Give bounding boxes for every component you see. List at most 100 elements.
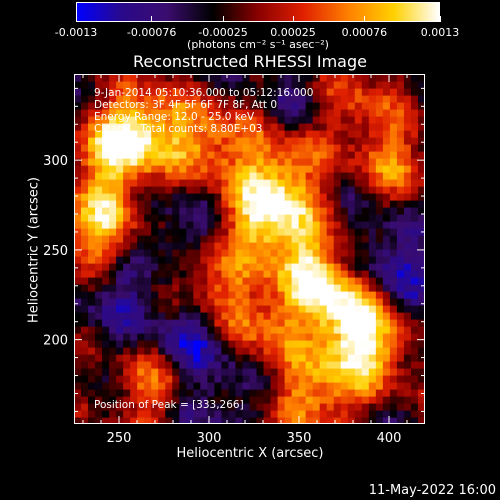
heatmap-cell (333, 305, 342, 313)
heatmap-cell (242, 74, 251, 82)
heatmap-cell (277, 179, 286, 187)
heatmap-cell (88, 277, 96, 285)
heatmap-cell (81, 137, 89, 145)
heatmap-cell (319, 319, 328, 327)
heatmap-cell (298, 361, 307, 369)
heatmap-cell (207, 172, 215, 180)
heatmap-cell (263, 319, 272, 327)
heatmap-cell (256, 305, 265, 313)
heatmap-cell (319, 158, 328, 166)
heatmap-cell (382, 270, 391, 278)
heatmap-cell (389, 354, 398, 362)
heatmap-cell (165, 144, 173, 152)
heatmap-cell (116, 109, 124, 117)
heatmap-cell (235, 382, 244, 390)
heatmap-cell (410, 221, 419, 229)
heatmap-cell (193, 242, 201, 250)
heatmap-cell (109, 368, 117, 376)
heatmap-cell (151, 242, 159, 250)
heatmap-cell (284, 270, 293, 278)
heatmap-cell (235, 305, 244, 313)
heatmap-cell (284, 403, 293, 411)
heatmap-cell (130, 403, 138, 411)
heatmap-cell (200, 88, 208, 96)
heatmap-cell (291, 354, 300, 362)
heatmap-cell (389, 200, 398, 208)
heatmap-cell (389, 249, 398, 257)
heatmap-cell (109, 179, 117, 187)
heatmap-cell (109, 396, 117, 404)
heatmap-cell (291, 109, 300, 117)
heatmap-cell (298, 235, 307, 243)
heatmap-cell (179, 228, 187, 236)
heatmap-cell (396, 256, 405, 264)
heatmap-cell (88, 396, 96, 404)
heatmap-cell (123, 81, 131, 89)
heatmap-cell (291, 130, 300, 138)
heatmap-cell (144, 340, 152, 348)
heatmap-cell (200, 242, 208, 250)
heatmap-cell (389, 382, 398, 390)
heatmap-cell (270, 389, 279, 397)
heatmap-cell (305, 375, 314, 383)
heatmap-cell (312, 74, 321, 82)
heatmap-cell (417, 144, 425, 152)
heatmap-cell (277, 347, 286, 355)
heatmap-cell (270, 235, 279, 243)
heatmap-cell (137, 109, 145, 117)
heatmap-cell (396, 305, 405, 313)
heatmap-cell (326, 144, 335, 152)
heatmap-cell (207, 277, 215, 285)
heatmap-cell (368, 200, 377, 208)
heatmap-cell (270, 130, 279, 138)
heatmap-cell (74, 256, 82, 264)
colorbar-tick-label: 0.00025 (270, 26, 316, 39)
heatmap-cell (382, 368, 391, 376)
heatmap-cell (312, 95, 321, 103)
heatmap-cell (375, 354, 384, 362)
heatmap-cell (361, 368, 370, 376)
heatmap-cell (74, 403, 82, 411)
heatmap-cell (263, 235, 272, 243)
heatmap-cell (347, 81, 356, 89)
heatmap-cell (158, 256, 166, 264)
heatmap-cell (207, 130, 215, 138)
heatmap-cell (123, 151, 131, 159)
heatmap-cell (312, 186, 321, 194)
heatmap-cell (109, 340, 117, 348)
heatmap-cell (130, 361, 138, 369)
heatmap-cell (263, 81, 272, 89)
heatmap-cell (368, 81, 377, 89)
heatmap-cell (186, 74, 194, 82)
heatmap-cell (172, 305, 180, 313)
heatmap-cell (277, 109, 286, 117)
heatmap-cell (354, 116, 363, 124)
heatmap-cell (102, 403, 110, 411)
heatmap-cell (319, 361, 328, 369)
heatmap-cell (312, 347, 321, 355)
heatmap-cell (298, 403, 307, 411)
heatmap-cell (172, 396, 180, 404)
heatmap-cell (368, 151, 377, 159)
heatmap-cell (221, 242, 230, 250)
heatmap-cell (270, 277, 279, 285)
heatmap-cell (291, 123, 300, 131)
heatmap-cell (291, 410, 300, 418)
heatmap-cell (417, 235, 425, 243)
heatmap-cell (235, 81, 244, 89)
heatmap-cell (249, 130, 258, 138)
heatmap-cell (298, 116, 307, 124)
heatmap-cell (354, 417, 363, 424)
heatmap-cell (368, 368, 377, 376)
heatmap-cell (116, 389, 124, 397)
heatmap-cell (95, 340, 103, 348)
heatmap-cell (95, 396, 103, 404)
heatmap-cell (102, 81, 110, 89)
heatmap-cell (151, 235, 159, 243)
heatmap-cell (249, 102, 258, 110)
heatmap-cell (179, 81, 187, 89)
heatmap-cell (228, 382, 237, 390)
heatmap-cell (179, 312, 187, 320)
heatmap-cell (221, 186, 230, 194)
heatmap-cell (410, 284, 419, 292)
